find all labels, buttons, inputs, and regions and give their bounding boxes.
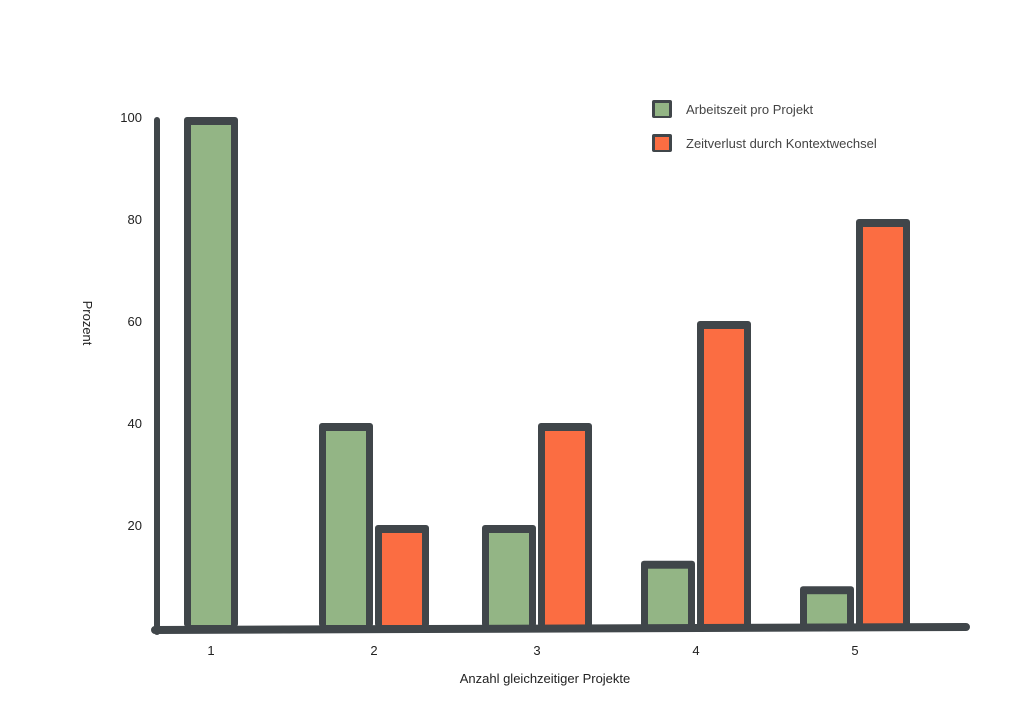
y-axis-title: Prozent: [80, 301, 95, 346]
y-tick-label-80: 80: [128, 212, 142, 227]
x-tick-label-3: 3: [533, 643, 540, 658]
bars: [184, 117, 910, 627]
y-tick-label-20: 20: [128, 518, 142, 533]
y-tick-label-60: 60: [128, 314, 142, 329]
x-tick-label-1: 1: [207, 643, 214, 658]
bar-zeitverlust-2: [382, 533, 422, 625]
x-axis-title: Anzahl gleichzeitiger Projekte: [460, 671, 631, 686]
y-tick-label-40: 40: [128, 416, 142, 431]
legend-label-0: Arbeitszeit pro Projekt: [686, 102, 814, 117]
bar-arbeitszeit-4: [648, 568, 688, 625]
bar-arbeitszeit-3: [489, 533, 529, 625]
y-tick-labels: 20 40 60 80 100: [120, 110, 142, 533]
x-tick-labels: 1 2 3 4 5: [207, 643, 858, 658]
y-tick-label-100: 100: [120, 110, 142, 125]
x-tick-label-5: 5: [851, 643, 858, 658]
legend-swatch-0: [655, 103, 669, 116]
x-tick-label-2: 2: [370, 643, 377, 658]
legend: Arbeitszeit pro Projekt Zeitverlust durch…: [652, 100, 877, 152]
legend-swatch-1: [655, 137, 669, 150]
bar-arbeitszeit-2: [326, 431, 366, 625]
bar-zeitverlust-5: [863, 227, 903, 625]
x-axis-line: [151, 623, 970, 634]
bar-zeitverlust-4: [704, 329, 744, 625]
x-tick-label-4: 4: [692, 643, 699, 658]
bar-arbeitszeit-5: [807, 594, 847, 625]
legend-label-1: Zeitverlust durch Kontextwechsel: [686, 136, 877, 151]
bar-zeitverlust-3: [545, 431, 585, 625]
bar-arbeitszeit-1: [191, 125, 231, 625]
